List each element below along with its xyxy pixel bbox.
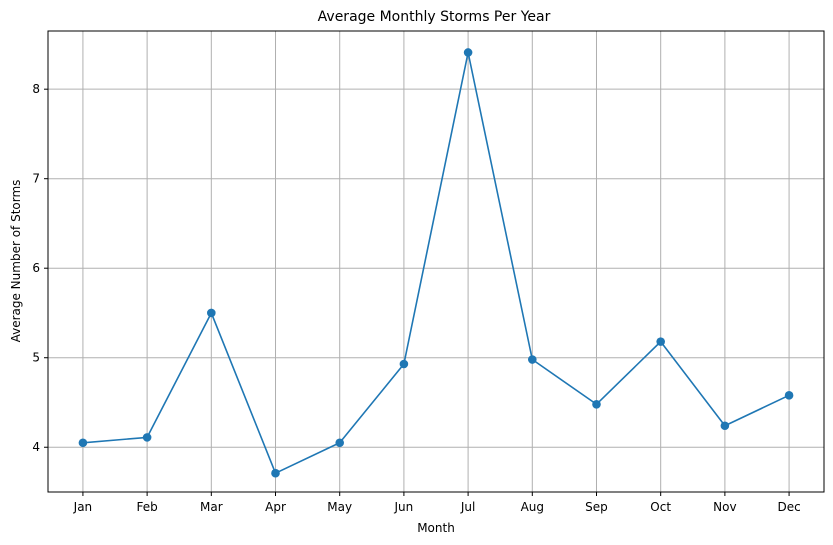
data-point bbox=[78, 438, 88, 448]
data-point bbox=[399, 359, 409, 369]
x-tick-label: Aug bbox=[521, 500, 544, 514]
y-tick-label: 4 bbox=[32, 440, 40, 454]
data-point bbox=[784, 391, 794, 400]
x-tick-label: Mar bbox=[200, 500, 223, 514]
x-tick-label: Oct bbox=[650, 500, 671, 514]
x-tick-label: Feb bbox=[136, 500, 157, 514]
x-tick-label: Jul bbox=[460, 500, 475, 514]
data-series bbox=[78, 48, 794, 478]
x-tick-label: Jun bbox=[394, 500, 414, 514]
grid bbox=[48, 31, 824, 492]
x-tick-label: Apr bbox=[265, 500, 286, 514]
data-point bbox=[207, 308, 216, 318]
y-tick-label: 5 bbox=[32, 351, 40, 365]
data-point bbox=[463, 48, 473, 57]
y-tick-label: 8 bbox=[32, 82, 40, 96]
y-tick-label: 7 bbox=[32, 172, 40, 186]
chart-title: Average Monthly Storms Per Year bbox=[318, 9, 551, 25]
x-tick-label: Jan bbox=[73, 500, 93, 514]
data-point bbox=[335, 438, 345, 448]
data-point bbox=[142, 433, 152, 442]
axis-ticks: Jan Feb Mar Apr May Jun Jul Aug Sep Oct Nov Dec 4 5 6 7… bbox=[32, 82, 800, 514]
data-point bbox=[656, 337, 665, 346]
series-line bbox=[82, 51, 790, 475]
y-axis-label: Average Number of Storms bbox=[9, 180, 23, 343]
data-point bbox=[720, 421, 730, 431]
y-tick-label: 6 bbox=[32, 261, 40, 275]
x-tick-label: May bbox=[327, 500, 352, 514]
data-point bbox=[592, 399, 601, 409]
x-tick-label: Sep bbox=[585, 500, 608, 514]
data-point bbox=[271, 468, 280, 478]
x-tick-label: Dec bbox=[777, 500, 800, 514]
data-point bbox=[527, 355, 537, 364]
x-tick-label: Nov bbox=[713, 500, 736, 514]
x-axis-label: Month bbox=[417, 521, 455, 535]
plot-frame bbox=[47, 30, 825, 493]
